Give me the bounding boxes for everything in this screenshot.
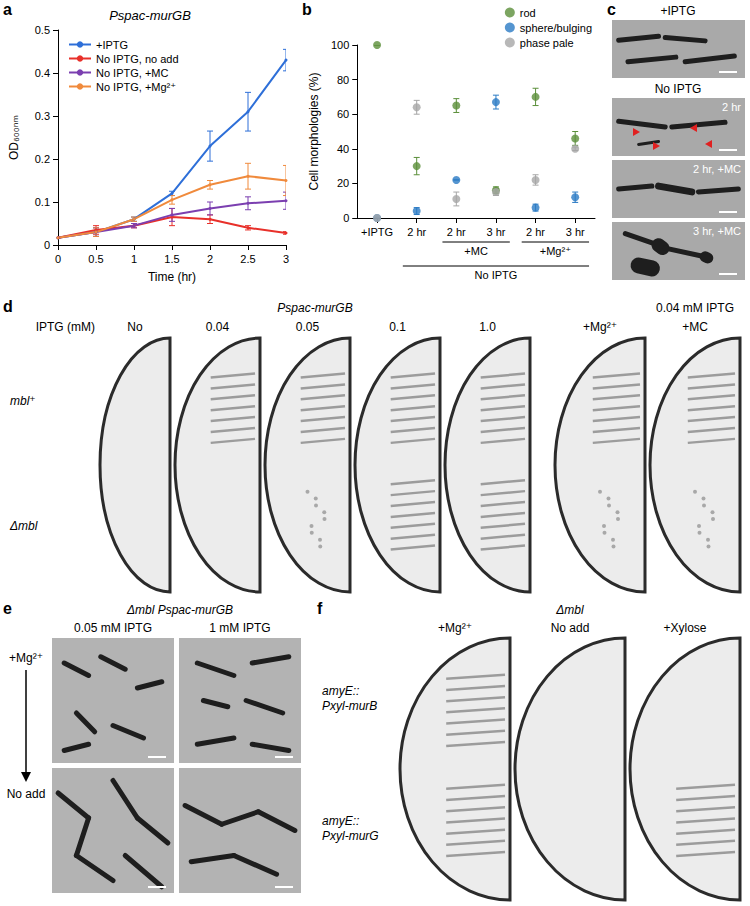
svg-text:60: 60	[337, 108, 349, 120]
svg-text:No IPTG, +MC: No IPTG, +MC	[96, 67, 168, 79]
svg-text:0.1: 0.1	[35, 196, 50, 208]
svg-text:phase pale: phase pale	[520, 37, 574, 49]
svg-text:3: 3	[283, 253, 289, 265]
svg-text:+Mg²⁺: +Mg²⁺	[540, 245, 571, 257]
svg-text:0.5: 0.5	[35, 24, 50, 36]
svg-text:mbl⁺: mbl⁺	[10, 394, 36, 408]
svg-text:80: 80	[337, 74, 349, 86]
svg-text:sphere/bulging: sphere/bulging	[520, 22, 592, 34]
svg-text:No IPTG, +Mg²⁺: No IPTG, +Mg²⁺	[96, 81, 176, 93]
svg-text:1 mM IPTG: 1 mM IPTG	[209, 621, 270, 635]
svg-text:0.2: 0.2	[35, 153, 50, 165]
svg-text:0.05 mM IPTG: 0.05 mM IPTG	[74, 621, 152, 635]
svg-text:No: No	[127, 320, 143, 334]
svg-text:Pxyl-murB: Pxyl-murB	[322, 699, 377, 713]
svg-text:+IPTG: +IPTG	[96, 39, 128, 51]
svg-text:20: 20	[337, 177, 349, 189]
svg-text:0.4: 0.4	[35, 67, 50, 79]
svg-text:No IPTG, no add: No IPTG, no add	[96, 53, 179, 65]
svg-text:f: f	[317, 600, 323, 617]
svg-text:Δmbl Pspac-murGB: Δmbl Pspac-murGB	[126, 603, 233, 617]
svg-text:2 hr: 2 hr	[526, 226, 545, 238]
svg-text:3 hr: 3 hr	[566, 226, 585, 238]
svg-text:0.04: 0.04	[206, 320, 230, 334]
svg-text:+Mg²⁺: +Mg²⁺	[9, 651, 43, 665]
svg-text:2.5: 2.5	[240, 253, 255, 265]
svg-text:+Mg²⁺: +Mg²⁺	[583, 320, 617, 334]
svg-text:0.05: 0.05	[296, 320, 320, 334]
svg-text:0: 0	[55, 253, 61, 265]
svg-text:+IPTG: +IPTG	[361, 226, 393, 238]
svg-text:+MC: +MC	[464, 245, 488, 257]
svg-text:No IPTG: No IPTG	[655, 82, 702, 96]
svg-text:Pspac-murGB: Pspac-murGB	[277, 301, 352, 315]
svg-text:+MC: +MC	[682, 320, 708, 334]
svg-text:0: 0	[44, 239, 50, 251]
svg-text:0.5: 0.5	[88, 253, 103, 265]
svg-text:Cell morphologies (%): Cell morphologies (%)	[307, 72, 321, 190]
svg-text:No IPTG: No IPTG	[475, 269, 518, 281]
svg-text:Pspac-murGB: Pspac-murGB	[109, 8, 191, 23]
svg-text:2 hr, +MC: 2 hr, +MC	[693, 163, 741, 175]
svg-text:+Mg²⁺: +Mg²⁺	[438, 621, 472, 635]
svg-text:100: 100	[331, 39, 349, 51]
svg-text:0.1: 0.1	[389, 320, 406, 334]
svg-text:b: b	[302, 1, 312, 18]
svg-text:rod: rod	[520, 7, 536, 19]
svg-text:IPTG (mM): IPTG (mM)	[36, 320, 95, 334]
svg-text:OD₆₀₀ₙₘ: OD₆₀₀ₙₘ	[7, 115, 21, 160]
svg-text:e: e	[3, 600, 12, 617]
svg-text:40: 40	[337, 143, 349, 155]
svg-text:3 hr, +MC: 3 hr, +MC	[693, 225, 741, 237]
svg-text:Time (hr): Time (hr)	[148, 270, 196, 284]
svg-text:amyE::: amyE::	[322, 684, 359, 698]
svg-text:amyE::: amyE::	[322, 814, 359, 828]
svg-text:1.5: 1.5	[164, 253, 179, 265]
svg-text:d: d	[3, 298, 13, 315]
svg-text:2: 2	[207, 253, 213, 265]
svg-text:a: a	[3, 1, 12, 18]
svg-text:No add: No add	[551, 621, 590, 635]
svg-text:Pxyl-murG: Pxyl-murG	[322, 829, 379, 843]
svg-text:2 hr: 2 hr	[447, 226, 466, 238]
svg-text:3 hr: 3 hr	[486, 226, 505, 238]
svg-text:2 hr: 2 hr	[722, 101, 741, 113]
svg-text:1.0: 1.0	[479, 320, 496, 334]
svg-text:2 hr: 2 hr	[407, 226, 426, 238]
svg-text:+IPTG: +IPTG	[660, 4, 695, 18]
svg-text:0: 0	[343, 212, 349, 224]
svg-text:No add: No add	[7, 787, 46, 801]
svg-text:+Xylose: +Xylose	[663, 621, 706, 635]
svg-text:0.3: 0.3	[35, 110, 50, 122]
svg-text:c: c	[607, 1, 616, 18]
svg-text:1: 1	[131, 253, 137, 265]
svg-text:Δmbl: Δmbl	[9, 519, 38, 533]
svg-text:Δmbl: Δmbl	[555, 603, 584, 617]
svg-text:0.04 mM IPTG: 0.04 mM IPTG	[656, 301, 734, 315]
